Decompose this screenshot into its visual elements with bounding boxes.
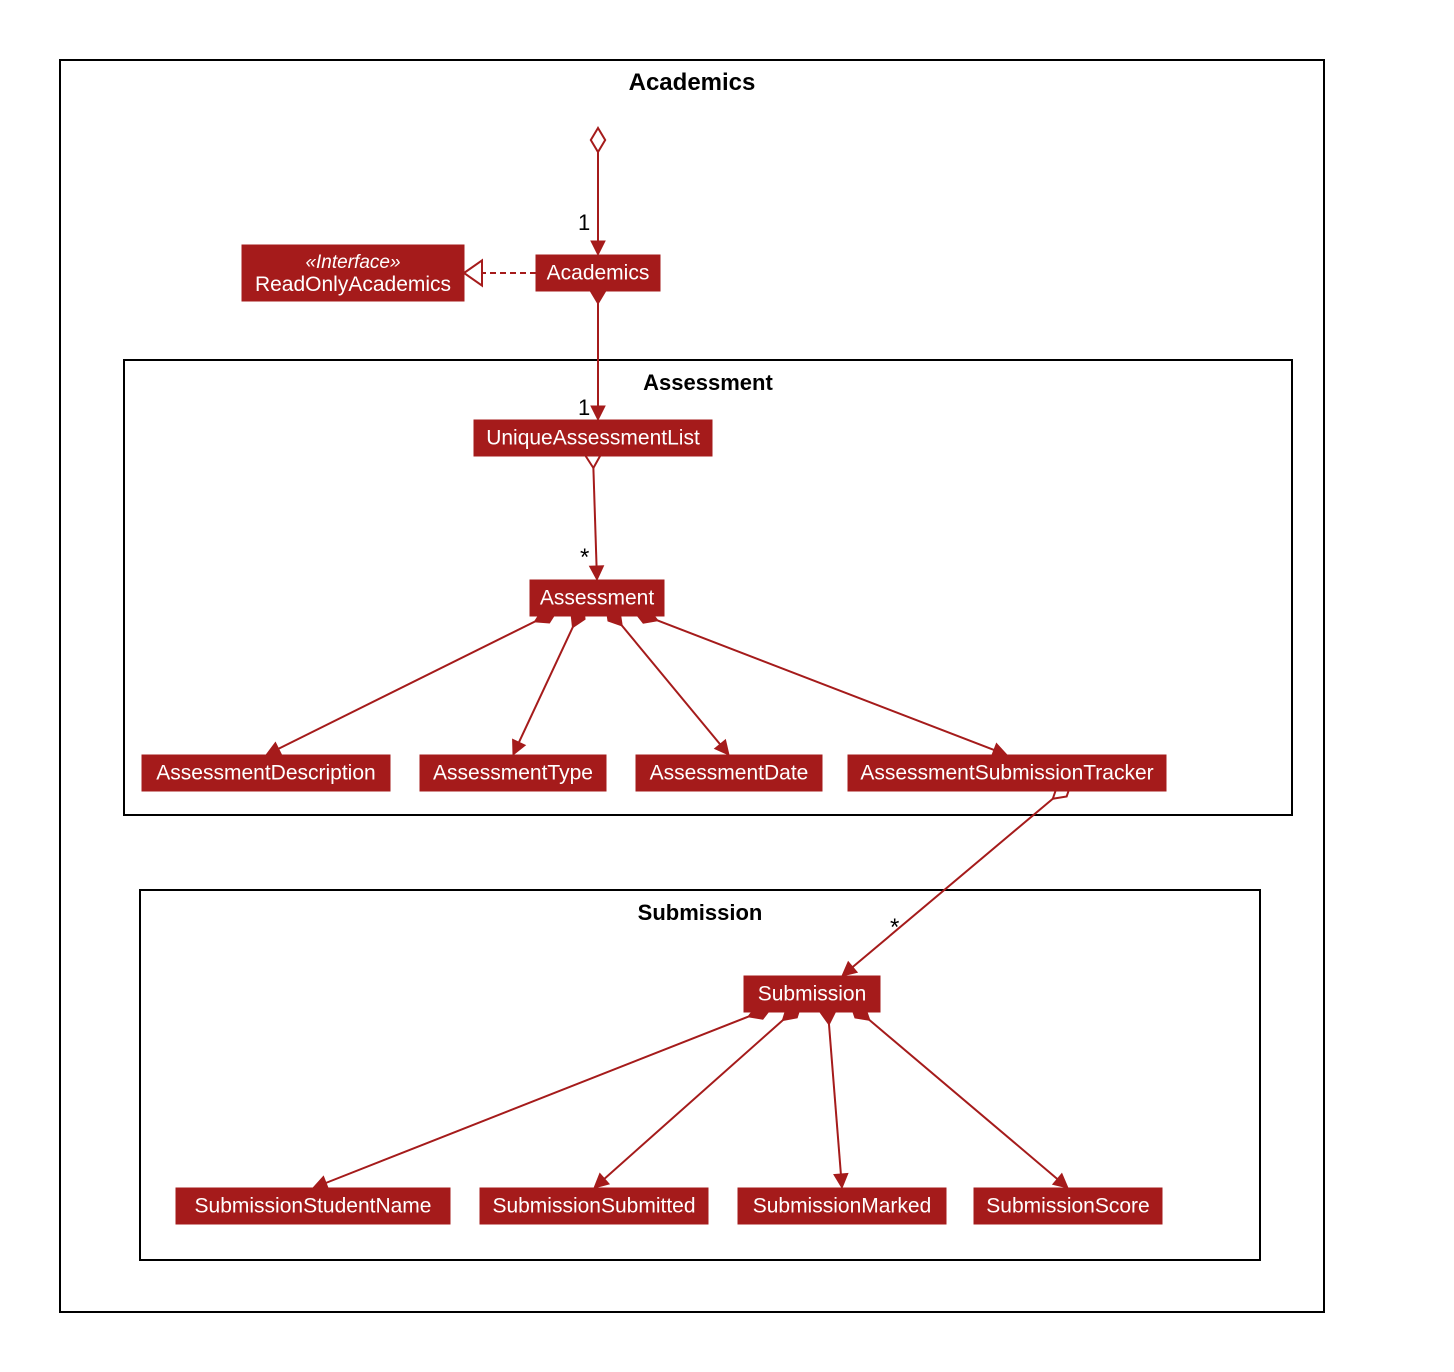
svg-text:AssessmentDescription: AssessmentDescription [156, 762, 375, 785]
svg-text:Submission: Submission [638, 900, 763, 925]
class-assessment_type: AssessmentType [420, 755, 606, 791]
svg-text:UniqueAssessmentList: UniqueAssessmentList [486, 427, 700, 450]
class-assessment_submission_tracker: AssessmentSubmissionTracker [848, 755, 1166, 791]
svg-text:AssessmentDate: AssessmentDate [650, 762, 809, 785]
svg-text:Assessment: Assessment [540, 587, 655, 610]
class-academics: Academics [536, 255, 660, 291]
svg-text:Assessment: Assessment [643, 370, 773, 395]
class-unique_assessment_list: UniqueAssessmentList [474, 420, 712, 456]
class-submission_marked: SubmissionMarked [738, 1188, 946, 1224]
svg-text:SubmissionMarked: SubmissionMarked [753, 1195, 932, 1218]
class-submission_submitted: SubmissionSubmitted [480, 1188, 708, 1224]
svg-text:AssessmentSubmissionTracker: AssessmentSubmissionTracker [860, 762, 1153, 785]
class-assessment: Assessment [530, 580, 664, 616]
svg-text:ReadOnlyAcademics: ReadOnlyAcademics [255, 273, 451, 296]
svg-text:Submission: Submission [758, 983, 867, 1006]
svg-text:Academics: Academics [547, 262, 650, 285]
class-submission: Submission [744, 976, 880, 1012]
svg-text:*: * [580, 544, 589, 571]
svg-text:1: 1 [578, 210, 590, 235]
svg-text:AssessmentType: AssessmentType [433, 762, 593, 785]
class-assessment_date: AssessmentDate [636, 755, 822, 791]
svg-text:Academics: Academics [629, 69, 756, 96]
svg-text:SubmissionStudentName: SubmissionStudentName [195, 1195, 432, 1218]
svg-text:1: 1 [578, 395, 590, 420]
class-submission_score: SubmissionScore [974, 1188, 1162, 1224]
svg-text:«Interface»: «Interface» [305, 252, 400, 273]
class-assessment_description: AssessmentDescription [142, 755, 390, 791]
class-readonly_academics: «Interface»ReadOnlyAcademics [242, 245, 464, 301]
uml-diagram: Academics Assessment Submission «Interface»… [20, 20, 1454, 1352]
svg-text:SubmissionSubmitted: SubmissionSubmitted [492, 1195, 695, 1218]
svg-text:SubmissionScore: SubmissionScore [986, 1195, 1149, 1218]
class-submission_student_name: SubmissionStudentName [176, 1188, 450, 1224]
svg-text:*: * [890, 914, 899, 941]
